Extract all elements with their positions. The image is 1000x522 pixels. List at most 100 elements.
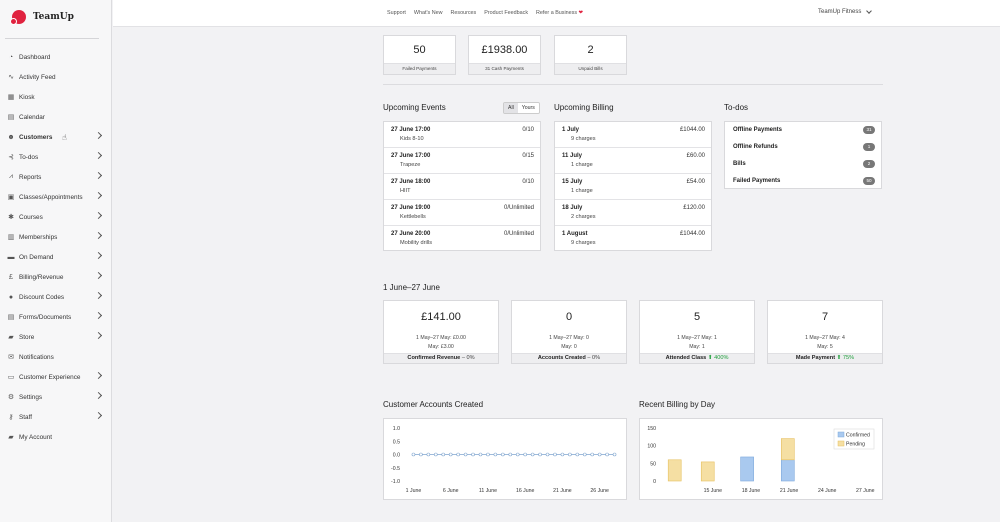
sidebar-item-memberships[interactable]: ▥ Memberships <box>0 227 112 247</box>
event-row[interactable]: 27 June 20:00 Mobility drills 0/Unlimited <box>384 226 540 252</box>
sidebar-item-settings[interactable]: ⚙ Settings <box>0 387 112 407</box>
attended-class-card[interactable]: 5 1 May–27 May: 1 May: 1 Attended Class ⬆ 4… <box>639 300 755 364</box>
chevron-right-icon <box>94 291 103 300</box>
failed-payments-card[interactable]: 50 Failed Payments <box>383 35 456 75</box>
sidebar-item-kiosk[interactable]: ▦ Kiosk <box>0 87 112 107</box>
teamup-logo[interactable]: TeamUp <box>10 8 74 26</box>
confirmed-revenue-card[interactable]: £141.00 1 May–27 May: £0.00 May: £3.00 Conf… <box>383 300 499 364</box>
memberships-icon: ▥ <box>7 234 15 241</box>
sidebar-item-staff[interactable]: ⚷ Staff <box>0 407 112 427</box>
billing-charges: 1 charge <box>571 162 593 168</box>
confirmed-revenue-percent: 0% <box>466 355 475 361</box>
filter-all-button[interactable]: All <box>504 103 518 113</box>
sidebar-item-label: Staff <box>19 413 33 421</box>
billing-date: 15 July <box>562 179 583 185</box>
todo-failed-payments[interactable]: Failed Payments 50 <box>725 173 881 190</box>
confirmed-bar <box>780 459 795 482</box>
dashboard-icon: ◔ <box>8 53 14 61</box>
todo-offline-refunds[interactable]: Offline Refunds 1 <box>725 139 881 156</box>
event-name: HIIT <box>400 188 411 194</box>
billing-row[interactable]: 1 July 9 charges £1044.00 <box>555 122 711 148</box>
made-payment-label: Made Payment <box>795 355 836 361</box>
cash-payments-card[interactable]: £1938.00 31 Cash Payments <box>468 35 541 75</box>
account-menu[interactable]: TeamUp Fitness <box>818 8 873 15</box>
refer-business-label: Refer a Business <box>536 10 578 16</box>
top-links: Support What's New Resources Product Fee… <box>387 10 583 16</box>
whats-new-link[interactable]: What's New <box>413 10 443 16</box>
todo-label: Offline Refunds <box>733 144 778 150</box>
sidebar-item-on-demand[interactable]: ▬ On Demand <box>0 247 112 267</box>
sidebar-item-courses[interactable]: ✱ Courses <box>0 207 112 227</box>
sidebar-item-discount-codes[interactable]: ● Discount Codes <box>0 287 112 307</box>
data-point <box>523 452 527 457</box>
accounts-created-comparison: 1 May–27 May: 0 <box>549 335 589 341</box>
unpaid-bills-value: 2 <box>587 44 594 56</box>
made-payment-card[interactable]: 7 1 May–27 May: 4 May: 5 Made Payment ⬆ 75% <box>767 300 883 364</box>
billing-chart-title: Recent Billing by Day <box>639 400 716 409</box>
activity-icon: ∿ <box>8 74 14 81</box>
confirmed-revenue-may: May: £3.00 <box>428 344 454 350</box>
sidebar-item-store[interactable]: ▰ Store <box>0 327 112 347</box>
todo-label: Offline Payments <box>733 127 783 133</box>
notifications-icon: ✉ <box>8 354 14 361</box>
event-time: 27 June 20:00 <box>391 231 431 237</box>
sidebar-item-activity-feed[interactable]: ∿ Activity Feed <box>0 67 112 87</box>
sidebar-item-calendar[interactable]: ▤ Calendar <box>0 107 112 127</box>
x-tick-label: 27 June <box>856 488 875 494</box>
accounts-created-value: 0 <box>565 311 573 323</box>
billing-row[interactable]: 11 July 1 charge £60.00 <box>555 148 711 174</box>
y-tick-label: 1.0 <box>393 426 400 432</box>
refer-business-link[interactable]: Refer a Business ❤ <box>536 10 583 16</box>
confirmed-revenue-comparison: 1 May–27 May: £0.00 <box>416 335 466 341</box>
sidebar-item-notifications[interactable]: ✉ Notifications <box>0 347 112 367</box>
event-row[interactable]: 27 June 17:00 Kids 8-10 0/10 <box>384 122 540 148</box>
billing-row[interactable]: 15 July 1 charge £54.00 <box>555 174 711 200</box>
sidebar-item-customers[interactable]: ☻ Customers ☝ <box>0 127 112 147</box>
todo-count-badge: 1 <box>863 143 875 151</box>
billing-row[interactable]: 18 July 2 charges £120.00 <box>555 200 711 226</box>
support-link[interactable]: Support <box>387 10 406 16</box>
billing-row[interactable]: 1 August 9 charges £1044.00 <box>555 226 711 252</box>
filter-yours-button[interactable]: Yours <box>517 103 539 113</box>
data-point <box>448 452 453 457</box>
sidebar-item-reports[interactable]: ⩘ Reports <box>0 167 112 187</box>
data-point <box>545 452 550 457</box>
product-feedback-link[interactable]: Product Feedback <box>484 10 529 16</box>
chevron-right-icon <box>94 411 103 420</box>
todo-bills[interactable]: Bills 2 <box>725 156 881 173</box>
resources-link[interactable]: Resources <box>450 10 477 16</box>
sidebar-item-label: Activity Feed <box>19 73 56 81</box>
x-tick-label: 21 June <box>780 488 799 494</box>
data-point <box>590 452 595 457</box>
made-payment-footer: Made Payment ⬆ 75% <box>768 353 882 363</box>
sidebar-item-classes-appointments[interactable]: ▣ Classes/Appointments <box>0 187 112 207</box>
event-name: Trapeze <box>400 162 421 168</box>
sidebar-item-customer-experience[interactable]: ▭ Customer Experience <box>0 367 112 387</box>
todo-offline-payments[interactable]: Offline Payments 31 <box>725 122 881 139</box>
x-tick-label: 24 June <box>818 488 837 494</box>
cash-payments-label: 31 Cash Payments <box>469 63 540 74</box>
sidebar-item-forms-documents[interactable]: ▤ Forms/Documents <box>0 307 112 327</box>
event-capacity: 0/15 <box>522 153 534 159</box>
billing-bar-chart: 150 100 50 0 15 June 18 June 21 June 24 June 27 … <box>647 426 875 494</box>
event-time: 27 June 17:00 <box>391 127 431 133</box>
attended-class-label: Attended Class <box>665 355 707 361</box>
sidebar-item-my-account[interactable]: ▰ My Account <box>0 427 112 447</box>
event-row[interactable]: 27 June 19:00 Kettlebells 0/Unlimited <box>384 200 540 226</box>
accounts-created-card[interactable]: 0 1 May–27 May: 0 May: 0 Accounts Created –… <box>511 300 627 364</box>
sidebar-item-to-dos[interactable]: ⊰ To-dos <box>0 147 112 167</box>
data-point <box>486 452 490 457</box>
x-tick-label: 15 June <box>704 488 723 494</box>
y-tick-label: -0.5 <box>391 466 400 472</box>
logo-icon <box>10 9 30 25</box>
accounts-created-footer: Accounts Created – 0% <box>512 353 626 363</box>
sidebar-item-billing-revenue[interactable]: £ Billing/Revenue <box>0 267 112 287</box>
event-row[interactable]: 27 June 17:00 Trapeze 0/15 <box>384 148 540 174</box>
key-icon: ⚷ <box>8 414 14 421</box>
events-filter-toggle: All Yours <box>503 102 540 114</box>
sidebar-item-dashboard[interactable]: ◔ Dashboard <box>0 47 112 67</box>
event-row[interactable]: 27 June 18:00 HIIT 0/10 <box>384 174 540 200</box>
unpaid-bills-card[interactable]: 2 Unpaid Bills <box>554 35 627 75</box>
billing-amount: £120.00 <box>683 205 705 211</box>
chevron-right-icon <box>94 211 103 220</box>
